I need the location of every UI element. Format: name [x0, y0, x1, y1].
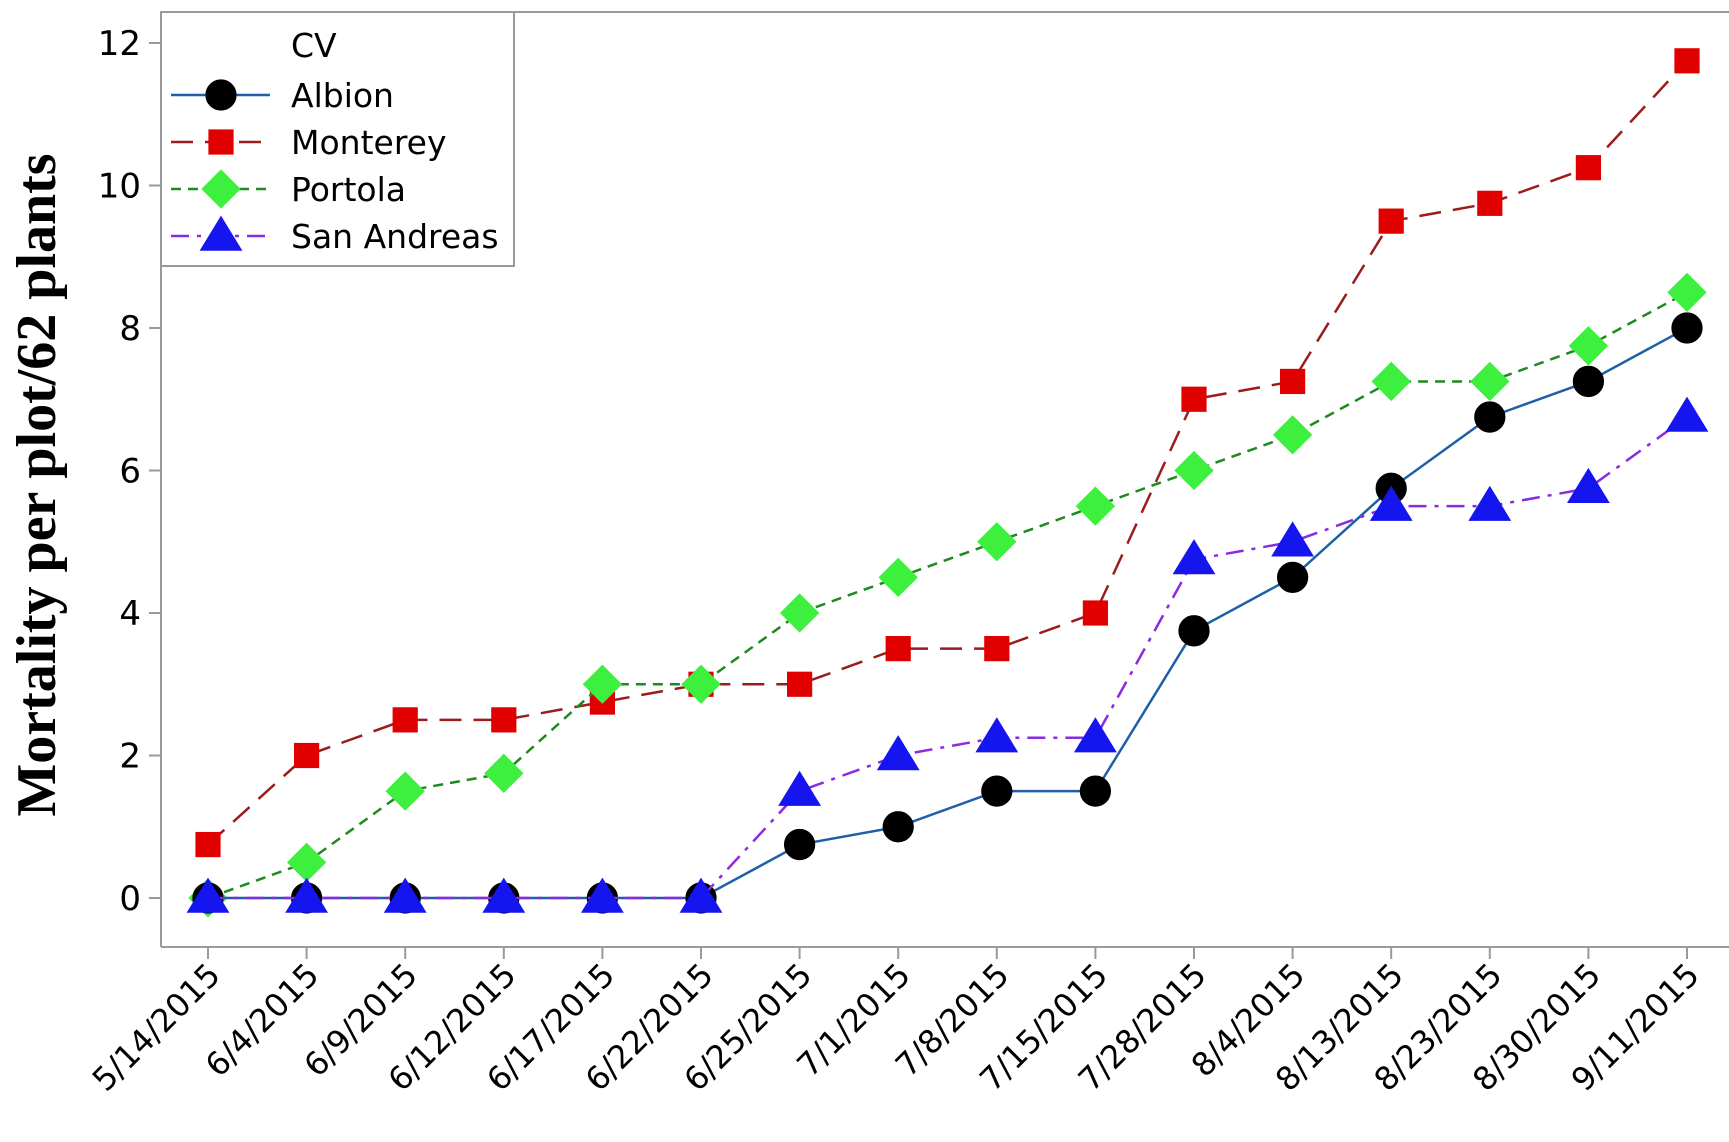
legend-marker: [201, 169, 241, 209]
data-point-san-andreas: [1566, 467, 1610, 504]
legend-marker: [199, 215, 243, 251]
data-point-albion: [882, 811, 914, 843]
legend: CV Albion Monterey Portola San Andreas: [160, 11, 515, 267]
series-monterey: [195, 48, 1700, 858]
data-point-san-andreas: [1468, 485, 1512, 521]
y-tick-label: 8: [119, 309, 141, 349]
data-point-albion: [981, 775, 1013, 807]
series-layer: [186, 48, 1709, 918]
data-point-san-andreas: [383, 877, 427, 913]
data-point-albion: [1671, 312, 1703, 344]
data-point-monterey: [1082, 600, 1108, 626]
data-point-san-andreas: [679, 877, 723, 913]
data-point-san-andreas: [1665, 396, 1709, 432]
data-point-portola: [582, 664, 623, 704]
data-point-monterey: [392, 707, 418, 733]
data-point-san-andreas: [1073, 717, 1117, 753]
data-point-san-andreas: [1172, 539, 1216, 575]
series-line-san-andreas: [208, 416, 1688, 900]
data-point-monterey: [787, 671, 813, 697]
data-point-portola: [779, 593, 820, 633]
data-point-portola: [681, 664, 721, 704]
data-point-monterey: [1181, 386, 1207, 412]
data-point-monterey: [491, 707, 517, 733]
data-point-monterey: [984, 636, 1010, 662]
x-tick-label: 5/14/2015: [85, 956, 228, 1099]
data-point-albion: [783, 828, 816, 861]
legend-marker: [208, 129, 234, 155]
data-point-albion: [1079, 775, 1112, 807]
data-point-portola: [286, 842, 327, 883]
data-point-monterey: [195, 831, 221, 858]
y-tick-label: 2: [119, 737, 141, 777]
data-point-portola: [385, 771, 425, 811]
data-point-portola: [878, 557, 918, 598]
series-line-albion: [208, 326, 1688, 900]
data-point-albion: [1276, 561, 1309, 594]
data-point-san-andreas: [580, 877, 624, 913]
y-tick-label: 12: [98, 24, 141, 64]
data-point-monterey: [1674, 48, 1700, 74]
data-point-san-andreas: [186, 877, 230, 913]
data-point-san-andreas: [975, 717, 1019, 753]
series-line-portola: [207, 291, 1688, 900]
series-albion: [192, 312, 1703, 914]
data-point-portola: [1667, 272, 1707, 313]
data-point-san-andreas: [482, 877, 526, 913]
series-line-monterey: [207, 59, 1688, 846]
data-point-monterey: [294, 742, 320, 769]
data-point-albion: [1474, 401, 1506, 433]
data-point-san-andreas: [1369, 485, 1413, 521]
data-point-portola: [1470, 361, 1510, 402]
data-point-san-andreas: [1271, 521, 1315, 557]
data-point-portola: [977, 522, 1017, 562]
y-tick-label: 4: [119, 594, 141, 634]
legend-label: San Andreas: [291, 217, 499, 256]
legend-title: CV: [291, 26, 337, 65]
y-tick-label: 6: [119, 452, 141, 492]
series-san-andreas: [186, 396, 1709, 913]
data-point-monterey: [1280, 368, 1306, 395]
data-point-monterey: [885, 636, 911, 662]
legend-item-albion: Albion: [171, 76, 394, 115]
data-point-albion: [1572, 365, 1605, 398]
legend-item-san-andreas: San Andreas: [171, 215, 499, 256]
data-point-san-andreas: [285, 877, 329, 913]
data-point-portola: [1272, 415, 1313, 455]
data-point-portola: [1371, 361, 1411, 402]
data-point-monterey: [1477, 190, 1503, 216]
legend-marker: [205, 79, 237, 111]
y-tick-label: 0: [119, 879, 141, 919]
y-tick-label: 10: [98, 167, 141, 207]
data-point-monterey: [1575, 155, 1601, 181]
legend-label: Portola: [291, 170, 406, 209]
data-point-san-andreas: [876, 735, 920, 771]
legend-item-monterey: Monterey: [171, 123, 447, 162]
y-axis-label: Mortality per plot/62 plants: [6, 153, 68, 816]
data-point-portola: [1174, 450, 1214, 491]
data-point-san-andreas: [778, 770, 822, 806]
data-point-portola: [1568, 326, 1609, 366]
legend-label: Albion: [291, 76, 394, 115]
data-point-monterey: [1378, 208, 1404, 234]
data-point-portola: [1075, 486, 1116, 526]
series-portola: [188, 272, 1707, 918]
legend-item-portola: Portola: [171, 169, 406, 209]
data-point-portola: [484, 753, 524, 793]
data-point-albion: [1178, 615, 1210, 647]
legend-label: Monterey: [291, 123, 447, 162]
